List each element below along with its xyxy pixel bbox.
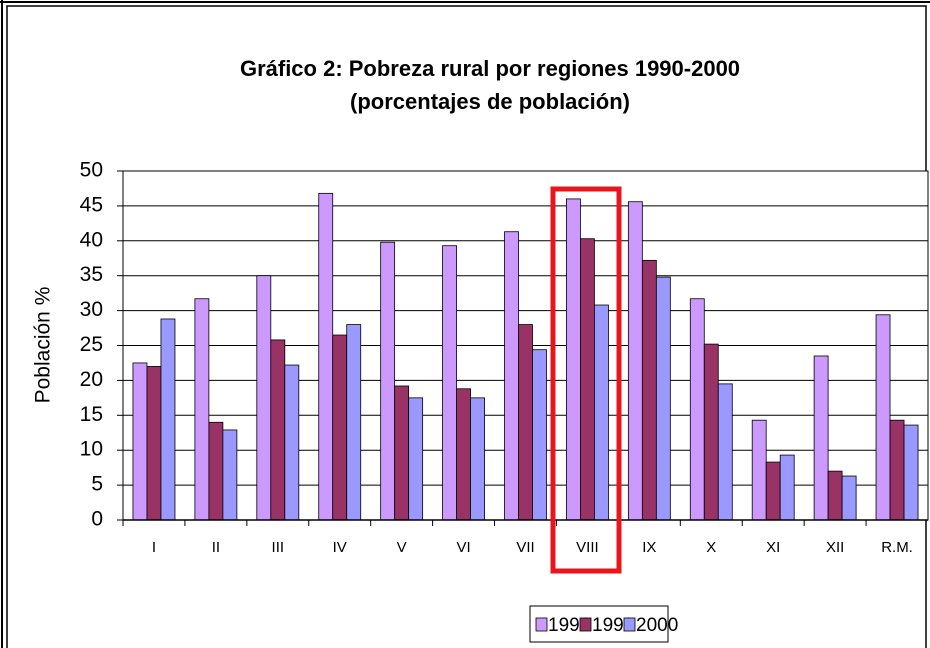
y-tick-label: 30: [80, 298, 103, 321]
bar: [627, 201, 643, 521]
bar: [889, 419, 905, 521]
bar: [504, 231, 519, 521]
y-tick-label: 50: [80, 159, 103, 182]
x-tick-label: XII: [826, 539, 844, 556]
highlight-box: [550, 186, 622, 574]
x-tick-label: I: [152, 539, 156, 556]
bar: [751, 419, 767, 521]
bar: [518, 324, 533, 521]
bar: [470, 397, 485, 521]
y-tick-label: 15: [80, 403, 103, 426]
bar: [580, 238, 595, 521]
y-tick-label: 10: [80, 438, 103, 461]
legend-swatch: [579, 617, 592, 632]
x-tick-label: VII: [516, 539, 534, 556]
bar: [641, 259, 657, 521]
bar: [532, 349, 547, 521]
x-tick-label: X: [706, 539, 716, 556]
bar: [346, 324, 362, 521]
x-tick-label: XI: [766, 539, 780, 556]
bar: [318, 192, 334, 521]
bar: [779, 454, 795, 521]
y-tick-label: 40: [80, 228, 103, 251]
bar: [208, 421, 224, 521]
bar: [689, 298, 705, 521]
x-tick-label: V: [397, 539, 407, 556]
bar: [841, 475, 857, 521]
legend-box: [529, 605, 669, 643]
bar: [132, 362, 148, 521]
y-tick-label: 45: [80, 193, 103, 216]
legend-swatch: [535, 617, 548, 632]
bar: [160, 318, 176, 521]
bar: [380, 241, 396, 521]
y-axis-title: Población %: [32, 287, 55, 404]
bar: [566, 198, 581, 521]
y-tick-label: 20: [80, 368, 103, 391]
bar: [256, 275, 272, 521]
bar: [194, 298, 210, 521]
legend-label: 2000: [636, 615, 678, 636]
bar: [332, 334, 348, 521]
x-tick-label: VI: [456, 539, 470, 556]
bar: [270, 339, 286, 521]
bar: [703, 343, 719, 521]
bar: [394, 385, 410, 521]
bar: [222, 429, 238, 521]
y-tick-label: 0: [91, 508, 103, 531]
x-tick-label: IX: [642, 539, 656, 556]
bar: [456, 388, 471, 521]
chart-title: Gráfico 2: Pobreza rural por regiones 19…: [240, 56, 740, 81]
x-tick-label: R.M.: [881, 539, 913, 556]
bar: [903, 424, 919, 521]
x-tick-label: VIII: [576, 539, 599, 556]
bar: [717, 383, 733, 521]
bar: [408, 397, 424, 521]
x-tick-label: II: [212, 539, 220, 556]
bar: [875, 314, 891, 521]
legend-swatch: [623, 617, 636, 632]
y-tick-label: 25: [80, 333, 103, 356]
y-tick-label: 35: [80, 263, 103, 286]
bar: [765, 461, 781, 521]
x-tick-label: III: [272, 539, 285, 556]
bar: [813, 355, 829, 521]
bar: [284, 364, 300, 521]
bar: [442, 245, 457, 521]
bar: [146, 366, 162, 521]
y-tick-label: 5: [91, 473, 103, 496]
chart-subtitle: (porcentajes de población): [350, 89, 630, 114]
bar: [594, 304, 609, 521]
bar: [827, 470, 843, 521]
bar: [655, 276, 671, 521]
x-tick-label: IV: [333, 539, 347, 556]
